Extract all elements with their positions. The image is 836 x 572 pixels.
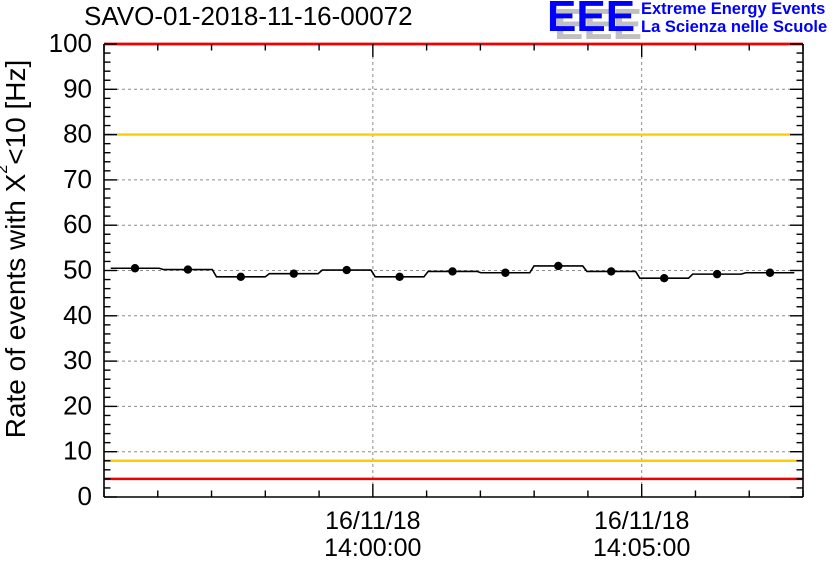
svg-text:14:00:00: 14:00:00 [324, 534, 421, 562]
svg-text:EEE: EEE [547, 0, 635, 41]
svg-text:20: 20 [63, 390, 92, 420]
svg-text:100: 100 [49, 28, 92, 58]
svg-text:Extreme Energy Events: Extreme Energy Events [641, 0, 825, 18]
svg-text:70: 70 [63, 164, 92, 194]
svg-text:40: 40 [63, 300, 92, 330]
svg-text:16/11/18: 16/11/18 [325, 507, 420, 535]
svg-text:50: 50 [63, 255, 92, 285]
svg-text:0: 0 [78, 481, 92, 511]
svg-text:60: 60 [63, 209, 92, 239]
svg-text:80: 80 [63, 119, 92, 149]
svg-text:90: 90 [63, 73, 92, 103]
svg-text:14:05:00: 14:05:00 [593, 534, 690, 562]
svg-text:La Scienza nelle Scuole: La Scienza nelle Scuole [641, 18, 827, 36]
svg-text:16/11/18: 16/11/18 [594, 507, 689, 535]
svg-text:30: 30 [63, 345, 92, 375]
svg-text:10: 10 [63, 436, 92, 466]
